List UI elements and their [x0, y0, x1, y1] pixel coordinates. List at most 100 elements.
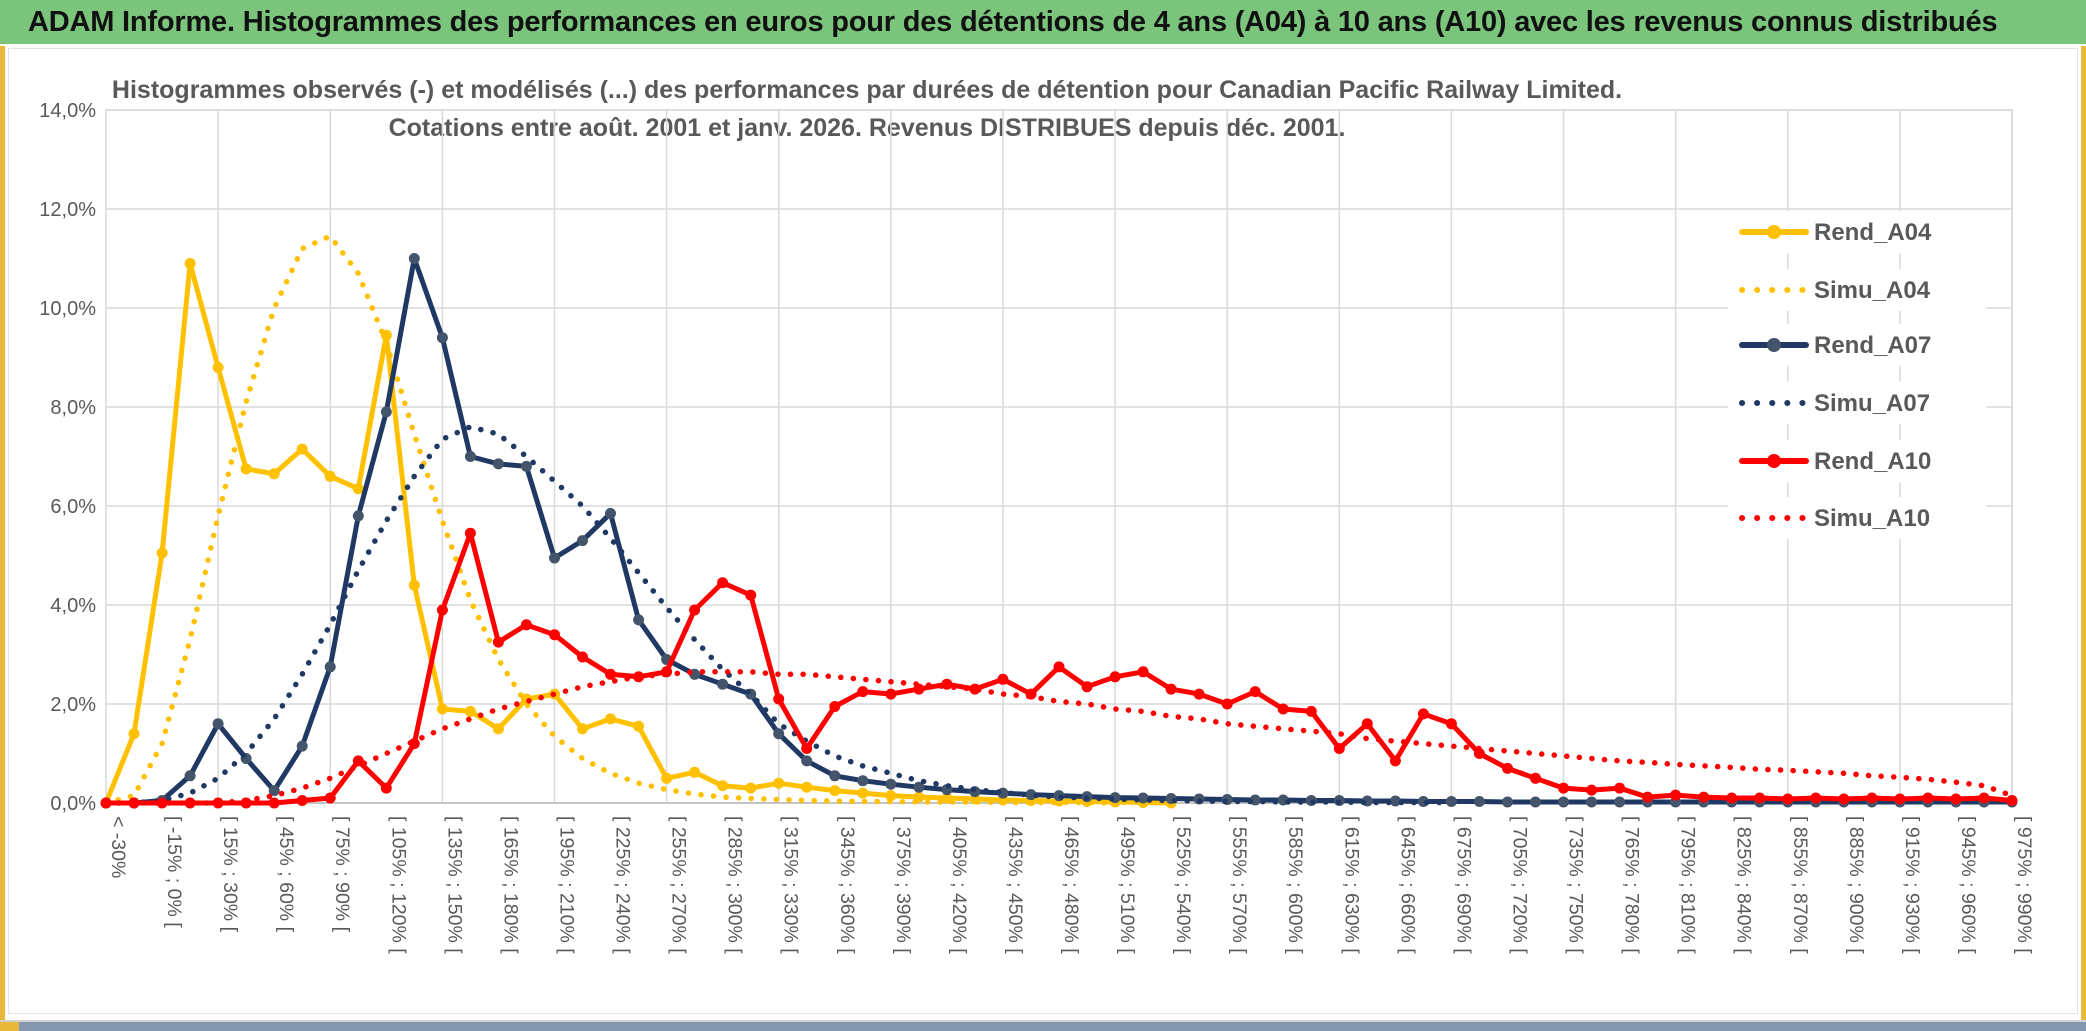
data-point-marker [829, 770, 841, 782]
data-point-marker [605, 668, 616, 680]
data-point-marker [1361, 718, 1373, 730]
data-point-marker [352, 483, 364, 495]
data-point-marker [1221, 698, 1233, 710]
data-point-marker [520, 460, 532, 472]
data-point-marker [1473, 748, 1485, 759]
data-point-marker [1473, 796, 1485, 807]
plot-area-border [105, 109, 2013, 804]
series-line-Rend_A07[interactable] [103, 256, 2015, 806]
data-point-marker [745, 589, 757, 601]
x-axis-tick-label: [ 135% ; 150% [ [443, 816, 465, 954]
data-point-marker [1698, 791, 1710, 803]
y-axis-tick-label: 8,0% [50, 397, 96, 419]
x-axis-tick-label: [ 525% ; 540% [ [1172, 816, 1194, 954]
data-point-marker [184, 258, 196, 269]
window-bottom-bar [0, 1022, 2086, 1031]
x-axis-tick-label: [ 375% ; 390% [ [892, 816, 914, 954]
x-axis-tick-label: [ 765% ; 780% [ [1621, 816, 1643, 954]
series-Simu_A10[interactable] [103, 669, 2015, 806]
data-point-marker [1193, 688, 1205, 700]
data-point-marker [1445, 718, 1457, 730]
y-axis-tick-label: 12,0% [39, 199, 96, 221]
data-point-marker [1530, 796, 1541, 808]
legend-sample-marker [1767, 454, 1781, 468]
x-axis-tick-label: [ 825% ; 840% [ [1733, 816, 1755, 954]
data-point-marker [1558, 782, 1569, 794]
data-point-marker [633, 720, 645, 732]
data-point-marker [689, 766, 701, 778]
legend-label: Simu_A07 [1814, 390, 1930, 417]
x-axis-tick-label: [ 435% ; 450% [ [1004, 816, 1026, 954]
data-point-marker [1782, 793, 1794, 805]
x-axis-tick-label: [ 405% ; 420% [ [948, 816, 970, 954]
data-point-marker [1642, 791, 1654, 803]
series-line-Simu_A10[interactable] [103, 669, 2015, 806]
y-axis-tick-label: 10,0% [39, 298, 96, 320]
y-axis-tick-label: 14,0% [39, 100, 96, 122]
legend-item-Rend_A10[interactable]: Rend_A10 [1728, 440, 1986, 482]
data-point-marker [1389, 795, 1401, 807]
data-point-marker [1025, 789, 1037, 801]
data-point-marker [464, 705, 476, 717]
data-point-marker [773, 693, 785, 705]
legend-sample-marker [1767, 338, 1781, 352]
data-point-marker [1081, 681, 1093, 693]
data-point-marker [1558, 796, 1569, 808]
data-point-marker [633, 614, 645, 626]
data-point-marker [296, 443, 308, 455]
data-point-marker [268, 797, 280, 809]
data-point-marker [661, 772, 673, 784]
data-point-marker [184, 797, 196, 809]
data-point-marker [380, 406, 392, 418]
series-line-Simu_A07[interactable] [103, 423, 1455, 806]
x-axis-tick-label: [ 225% ; 240% [ [612, 816, 634, 954]
window-bottom-separator [0, 1020, 2086, 1022]
data-point-marker [1670, 789, 1682, 801]
legend-item-Simu_A07[interactable]: Simu_A07 [1728, 382, 1986, 424]
data-point-marker [240, 463, 252, 475]
legend-item-Rend_A07[interactable]: Rend_A07 [1728, 324, 1986, 366]
data-point-marker [492, 458, 504, 470]
data-point-marker [1417, 708, 1429, 720]
y-axis-tick-label: 4,0% [50, 595, 96, 617]
legend-item-Simu_A04[interactable]: Simu_A04 [1728, 269, 1986, 311]
x-axis-tick-label: [ 615% ; 630% [ [1340, 816, 1362, 954]
data-point-marker [1445, 796, 1457, 807]
x-axis-tick-label: [ 795% ; 810% [ [1677, 816, 1699, 954]
x-axis-tick-label: [ 105% ; 120% [ [387, 816, 409, 954]
data-point-marker [128, 728, 140, 740]
x-axis-tick-label: [ 675% ; 690% [ [1452, 816, 1474, 954]
x-axis-tick-label: [ 75% ; 90% [ [331, 816, 353, 933]
data-point-marker [464, 451, 476, 462]
legend-item-Simu_A10[interactable]: Simu_A10 [1728, 497, 1986, 539]
data-point-marker [520, 619, 532, 631]
legend-label: Simu_A10 [1814, 505, 1930, 532]
y-axis-tick-label: 6,0% [50, 496, 96, 518]
data-point-marker [1614, 796, 1626, 808]
legend-item-Rend_A04[interactable]: Rend_A04 [1728, 211, 1986, 253]
data-point-marker [436, 703, 448, 715]
data-point-marker [1978, 792, 1990, 804]
x-axis-tick-label: [ 945% ; 960% [ [1957, 816, 1979, 954]
data-point-marker [605, 507, 616, 519]
data-point-marker [717, 780, 729, 792]
x-axis-tick-label: [ 645% ; 660% [ [1396, 816, 1418, 954]
data-point-marker [1838, 793, 1850, 805]
data-point-marker [829, 785, 841, 797]
data-point-marker [717, 678, 729, 690]
data-point-marker [1754, 792, 1766, 804]
x-axis-tick-label: [ 285% ; 300% [ [724, 816, 746, 954]
series-Simu_A07[interactable] [103, 423, 1455, 806]
x-axis-tick-label: [ 555% ; 570% [ [1228, 816, 1250, 954]
data-point-marker [801, 743, 813, 754]
histogram-chart[interactable]: 14,0% 12,0% 10,0% 8,0% 6,0% 4,0% 2,0% 0,0% < -30… [0, 44, 2086, 1031]
data-point-marker [577, 651, 588, 663]
data-point-marker [1586, 796, 1598, 808]
legend-label: Rend_A10 [1814, 448, 1931, 475]
data-point-marker [268, 785, 280, 797]
data-point-marker [1249, 686, 1261, 698]
x-axis-tick-label: [ 45% ; 60% [ [275, 816, 297, 933]
data-point-marker [885, 688, 897, 700]
data-point-marker [324, 661, 336, 673]
